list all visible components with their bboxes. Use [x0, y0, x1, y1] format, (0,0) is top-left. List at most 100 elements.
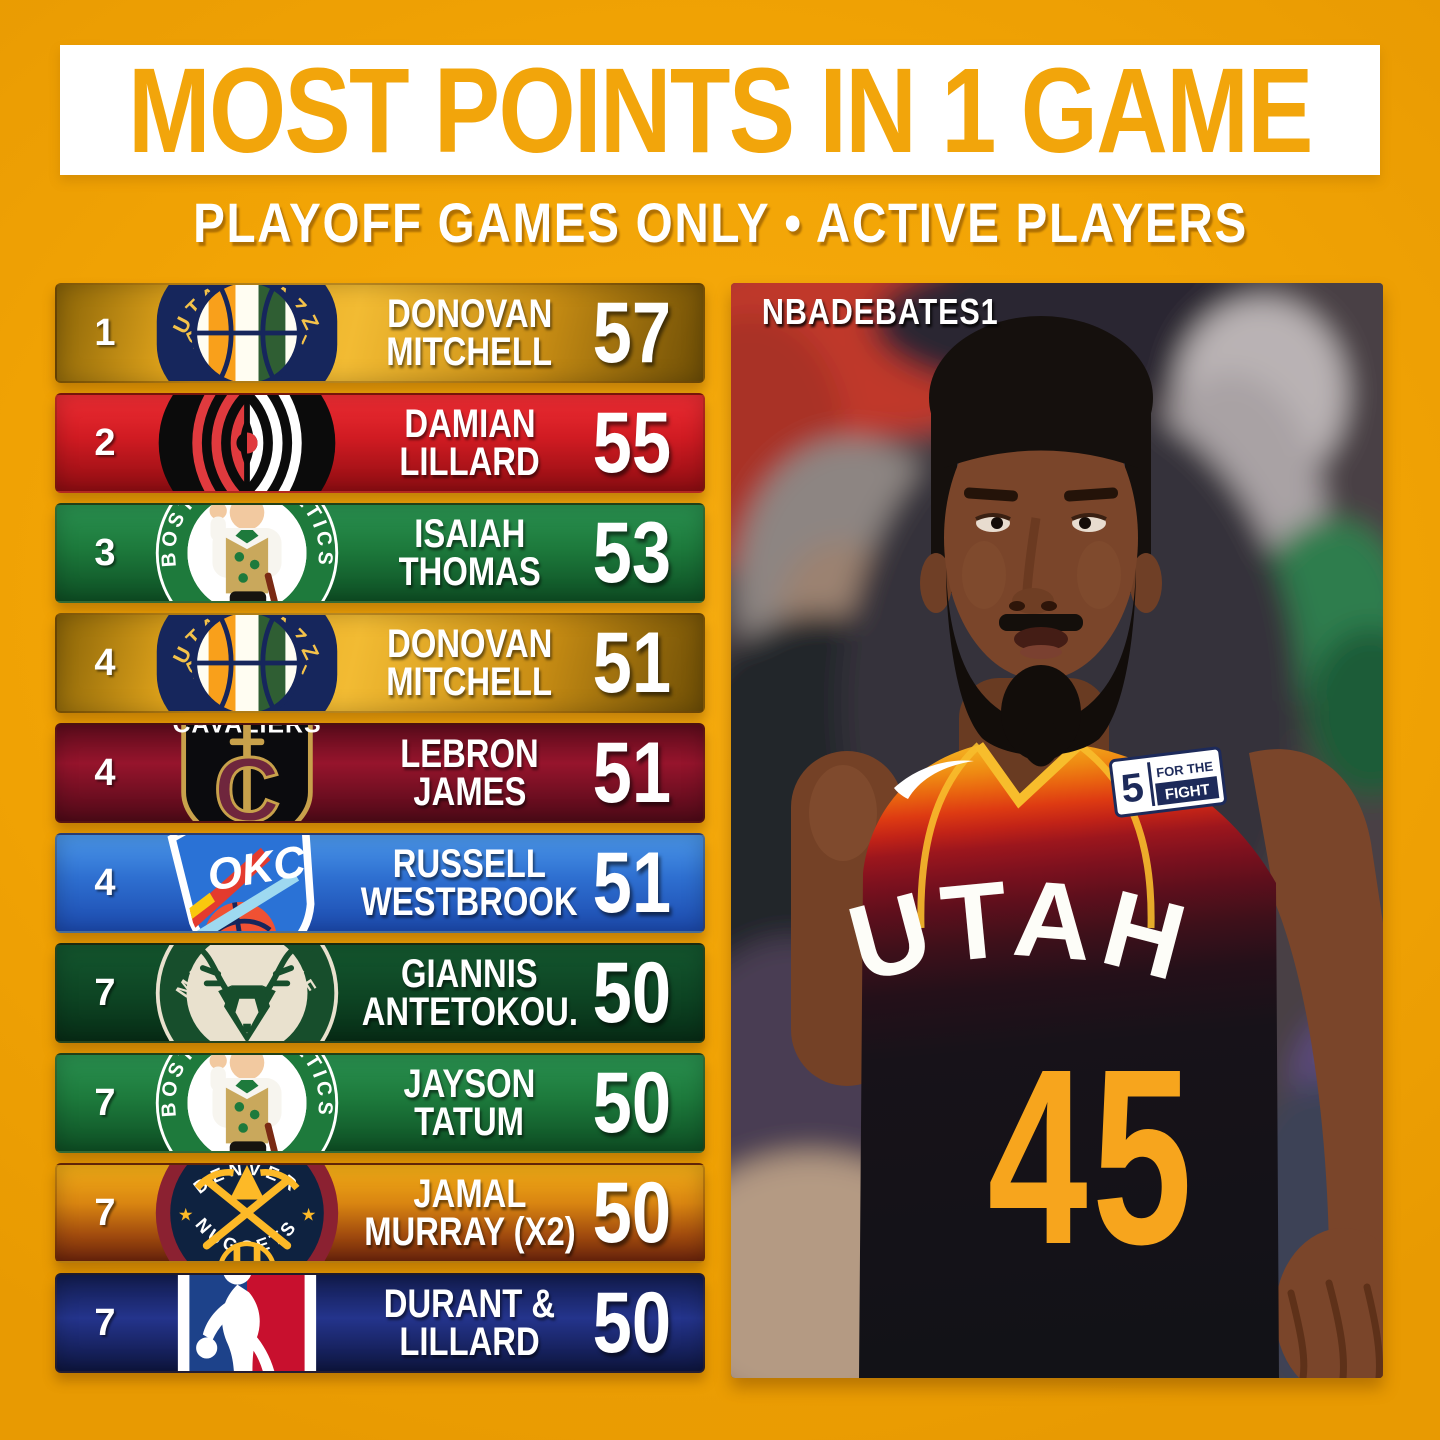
celtics-logo-graphic: BOSTON CELTICS	[155, 1055, 339, 1151]
table-row: 4 OKC	[55, 833, 705, 933]
player-name-line2: LILLARD	[399, 440, 540, 484]
table-row: 1 UTAH JAZZ BASKETBALL	[55, 283, 705, 383]
rank-label: 7	[94, 971, 116, 1014]
player-name-line2: TATUM	[414, 1100, 525, 1144]
rank-label: 7	[94, 1081, 116, 1124]
nba-logo-graphic	[177, 1275, 317, 1371]
trail-blazers-logo	[147, 395, 347, 491]
trail-blazers-logo-graphic	[158, 395, 336, 491]
player-name-line1: GIANNIS	[401, 952, 538, 996]
table-row: 7 DURANT & LILLARD 50	[55, 1273, 705, 1373]
celtics-leprechaun	[209, 1055, 283, 1151]
table-row: 7 BOSTON CELTICS	[55, 1053, 705, 1153]
watermark: NBADEBATES1	[761, 291, 999, 332]
bucks-deer-head	[180, 945, 314, 1041]
patch-line1: FOR THE	[1155, 759, 1214, 781]
player-name-line2: WESTBROOK	[361, 880, 578, 924]
jazz-logo: UTAH JAZZ BASKETBALL	[147, 615, 347, 711]
player-name-line2: ANTETOKOU.	[361, 990, 578, 1034]
player-photo-graphic: 5 FOR THE FIGHT UTAH 45	[731, 283, 1383, 1378]
jazz-logo: UTAH JAZZ BASKETBALL	[147, 285, 347, 381]
player-name-line1: ISAIAH	[413, 512, 526, 556]
rank-label: 4	[94, 641, 116, 684]
rank-label: 7	[94, 1191, 116, 1234]
page-subtitle: PLAYOFF GAMES ONLY • ACTIVE PLAYERS	[0, 190, 1440, 255]
player-name-line1: RUSSELL	[392, 842, 547, 886]
player-name: ISAIAH THOMAS	[352, 505, 587, 601]
jersey-number: 45	[988, 1018, 1197, 1297]
player-right-hand	[1275, 1228, 1383, 1378]
player-name-line2: LILLARD	[399, 1320, 540, 1364]
player-name-line1: DONOVAN	[386, 292, 553, 336]
points-value: 53	[592, 504, 672, 601]
rank-label: 3	[94, 531, 116, 574]
celtics-logo: BOSTON CELTICS	[147, 505, 347, 601]
page-title: MOST POINTS IN 1 GAME	[128, 41, 1314, 178]
jazz-logo-graphic: UTAH JAZZ BASKETBALL	[156, 285, 338, 381]
rank-label: 2	[94, 421, 116, 464]
page-subtitle-text: PLAYOFF GAMES ONLY • ACTIVE PLAYERS	[192, 191, 1248, 254]
player-name: LEBRON JAMES	[352, 725, 587, 821]
jersey-vneck-trim	[974, 741, 1083, 809]
player-name-line1: JAMAL	[413, 1172, 526, 1216]
table-row: 4 CAVALIERS C LEBRON JAMES 51	[55, 723, 705, 823]
patch-number: 5	[1119, 765, 1146, 811]
player-right-arm	[1249, 749, 1383, 1378]
player-head	[920, 316, 1162, 767]
player-name: GIANNIS ANTETOKOU.	[352, 945, 587, 1041]
nba-player-silhouette	[196, 1275, 275, 1371]
points-value: 55	[592, 394, 672, 491]
player-figure: 5 FOR THE FIGHT UTAH 45	[791, 316, 1383, 1378]
player-name: JAMAL MURRAY (X2)	[352, 1165, 587, 1261]
points-value: 51	[592, 614, 672, 711]
player-name-line2: THOMAS	[398, 550, 541, 594]
svg-text:★: ★	[301, 1205, 316, 1225]
rank-label: 1	[94, 311, 116, 354]
player-name-line1: LEBRON	[400, 732, 539, 776]
ranking-list: 1 UTAH JAZZ BASKETBALL	[55, 283, 705, 1383]
player-name-line1: JAYSON	[403, 1062, 536, 1106]
table-row: 3 BOSTON CELTICS	[55, 503, 705, 603]
title-banner: MOST POINTS IN 1 GAME	[60, 45, 1380, 175]
rank-label: 7	[94, 1301, 116, 1344]
table-row: 7 DENVER NUGGETS	[55, 1163, 705, 1263]
player-name: DONOVAN MITCHELL	[352, 285, 587, 381]
player-photo: 5 FOR THE FIGHT UTAH 45	[731, 283, 1383, 1378]
points-value: 50	[592, 1164, 672, 1261]
nike-swoosh-icon	[894, 760, 974, 799]
cavaliers-logo-graphic: CAVALIERS C	[172, 725, 321, 823]
player-name-line2: MITCHELL	[386, 660, 553, 704]
svg-text:★: ★	[178, 1205, 193, 1225]
player-name: DONOVAN MITCHELL	[352, 615, 587, 711]
player-name-line2: JAMES	[412, 770, 527, 814]
celtics-logo-graphic: BOSTON CELTICS	[155, 505, 339, 601]
player-jersey	[859, 745, 1279, 1378]
rank-label: 4	[94, 861, 116, 904]
player-name: DURANT & LILLARD	[352, 1275, 587, 1371]
rank-label: 4	[94, 751, 116, 794]
points-value: 50	[592, 944, 672, 1041]
table-row: 4 UTAH JAZZ BASKETBALL	[55, 613, 705, 713]
nuggets-logo: DENVER NUGGETS ★ ★	[147, 1165, 347, 1261]
player-name: DAMIAN LILLARD	[352, 395, 587, 491]
player-name-line2: MITCHELL	[386, 330, 553, 374]
points-value: 57	[592, 284, 672, 381]
celtics-leprechaun	[209, 505, 283, 601]
player-name-line1: DONOVAN	[386, 622, 553, 666]
thunder-logo: OKC	[147, 835, 347, 931]
thunder-logo-graphic: OKC	[167, 835, 315, 931]
table-row: 2	[55, 393, 705, 493]
table-row: 7 MILWAUKEE BUCKS	[55, 943, 705, 1043]
nuggets-logo-graphic: DENVER NUGGETS ★ ★	[155, 1165, 339, 1261]
player-name: JAYSON TATUM	[352, 1055, 587, 1151]
bucks-logo-graphic: MILWAUKEE BUCKS	[155, 945, 339, 1041]
cavaliers-logo: CAVALIERS C	[147, 725, 347, 821]
points-value: 51	[592, 724, 672, 821]
bucks-logo: MILWAUKEE BUCKS	[147, 945, 347, 1041]
cavs-letter-c: C	[214, 738, 281, 823]
patch-line2: FIGHT	[1164, 781, 1211, 803]
player-name-line1: DURANT &	[383, 1282, 556, 1326]
player-name-line1: DAMIAN	[403, 402, 536, 446]
player-name-line2: MURRAY (X2)	[363, 1210, 576, 1254]
five-for-the-fight-patch: 5 FOR THE FIGHT	[1109, 746, 1227, 818]
